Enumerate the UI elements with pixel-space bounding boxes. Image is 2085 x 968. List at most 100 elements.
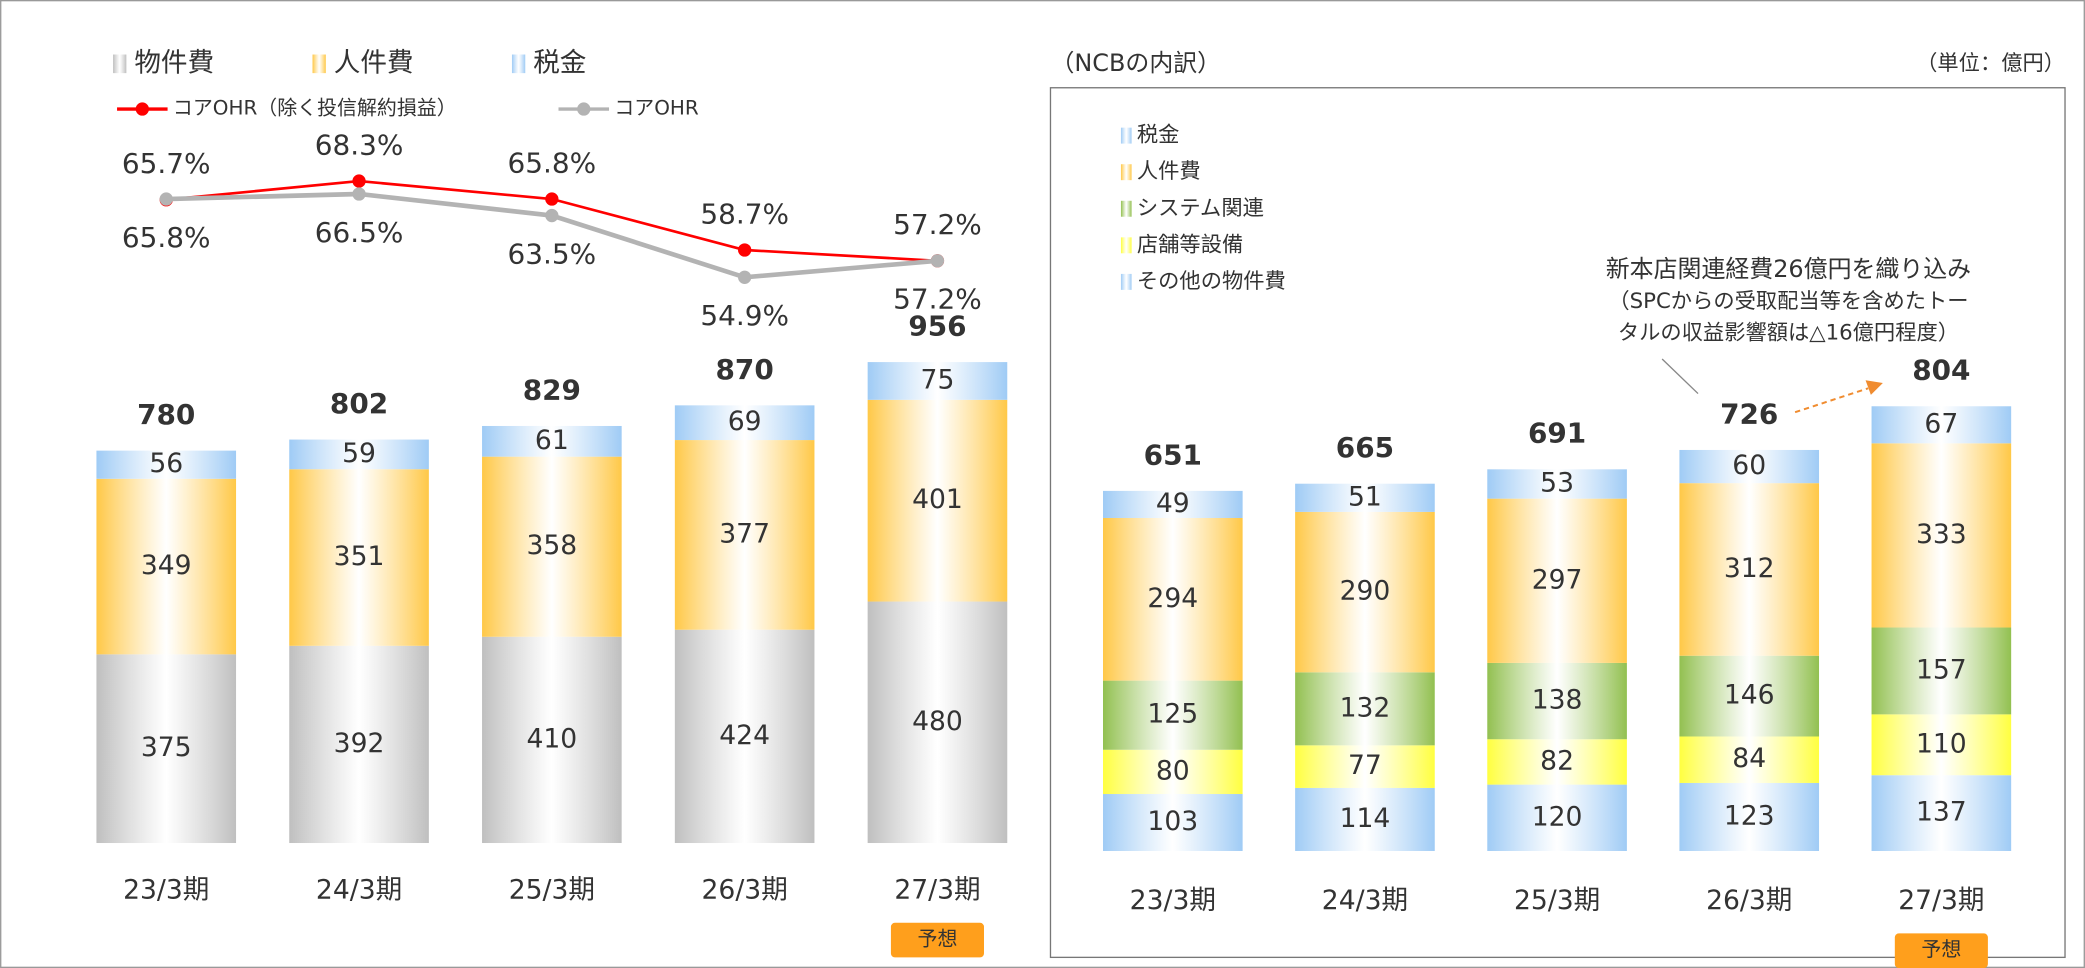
bar-segment — [674, 629, 815, 844]
x-tick-label: 24/3期 — [1322, 885, 1408, 916]
bar-segment — [674, 405, 815, 441]
segment-label: 401 — [912, 484, 963, 515]
bar-segment — [1103, 794, 1243, 851]
bar-segment — [289, 645, 429, 844]
line-value-label: 65.8% — [122, 221, 211, 254]
annotation-leader — [1661, 358, 1699, 395]
segment-label: 157 — [1916, 654, 1967, 685]
legend-swatch — [312, 54, 326, 74]
segment-label: 110 — [1916, 728, 1967, 759]
bar-segment — [1679, 483, 1820, 656]
segment-label: 137 — [1916, 797, 1967, 828]
unit-label: （単位：億円） — [1916, 51, 2065, 76]
x-tick-label: 27/3期 — [894, 874, 980, 905]
legend-swatch — [1120, 164, 1132, 181]
arrow-head — [1865, 380, 1883, 395]
bar-segment — [674, 440, 815, 630]
bar-segment — [482, 636, 622, 844]
bar-segment — [1487, 498, 1627, 663]
total-label: 956 — [908, 310, 966, 343]
bar-segment — [1295, 787, 1435, 851]
segment-label: 82 — [1540, 745, 1574, 776]
total-label: 651 — [1144, 438, 1202, 471]
segment-label: 132 — [1340, 692, 1391, 723]
segment-label: 53 — [1540, 467, 1574, 498]
bar-segment — [867, 399, 1008, 602]
x-tick-label: 26/3期 — [1706, 885, 1792, 916]
bar-segment — [1679, 782, 1820, 851]
segment-label: 59 — [342, 438, 376, 469]
line-value-label: 63.5% — [508, 237, 597, 270]
line-point — [545, 192, 559, 206]
segment-label: 377 — [719, 518, 770, 549]
bar-segment — [1295, 483, 1435, 512]
legend-label: 物件費 — [134, 47, 214, 78]
segment-label: 84 — [1732, 743, 1766, 774]
bar-segment — [1871, 627, 2012, 715]
legend-label: 人件費 — [1137, 159, 1201, 184]
total-label: 829 — [523, 373, 581, 406]
line-value-label: 65.8% — [508, 146, 597, 179]
segment-label: 312 — [1724, 553, 1775, 584]
line-point — [930, 254, 945, 268]
segment-label: 60 — [1732, 450, 1766, 481]
bar-segment — [482, 425, 622, 457]
bar-segment — [1487, 739, 1627, 785]
x-tick-label: 23/3期 — [123, 874, 209, 905]
legend-swatch — [511, 54, 526, 74]
segment-label: 67 — [1924, 408, 1958, 439]
bar-segment — [1295, 672, 1435, 746]
bar-segment — [867, 362, 1008, 400]
bar-segment — [1103, 749, 1243, 795]
line-value-label: 66.5% — [315, 216, 404, 249]
segment-label: 351 — [334, 541, 385, 572]
segment-label: 480 — [912, 706, 963, 737]
total-label: 870 — [716, 353, 774, 386]
segment-label: 349 — [141, 550, 192, 581]
bar-segment — [96, 654, 237, 844]
legend-marker — [577, 102, 591, 116]
segment-label: 114 — [1340, 803, 1391, 834]
x-tick-label: 27/3期 — [1898, 885, 1984, 916]
legend-swatch — [1120, 273, 1132, 290]
segment-label: 138 — [1532, 685, 1583, 716]
segment-label: 61 — [535, 425, 569, 456]
line-value-label: 54.9% — [700, 299, 789, 332]
badge-label: 予想 — [1921, 937, 1961, 961]
line-value-label: 58.7% — [700, 197, 789, 230]
line-value-label: 57.2% — [893, 283, 982, 316]
total-label: 691 — [1528, 417, 1586, 450]
bar-segment — [1487, 784, 1627, 851]
bar-segment — [289, 469, 429, 646]
segment-label: 69 — [728, 406, 762, 437]
segment-label: 77 — [1348, 750, 1382, 781]
bar-segment — [1871, 775, 2012, 851]
legend-label: 人件費 — [334, 47, 414, 78]
x-tick-label: 26/3期 — [702, 874, 788, 905]
annotation: 新本店関連経費26億円を織り込み — [1606, 255, 1971, 283]
line-point — [738, 270, 752, 284]
segment-label: 410 — [526, 723, 577, 754]
x-tick-label: 24/3期 — [316, 874, 402, 905]
legend-marker — [135, 102, 149, 116]
bar-segment — [482, 456, 622, 637]
segment-label: 51 — [1348, 481, 1382, 512]
line-value-label: 65.7% — [122, 147, 211, 180]
legend-label: コアOHR — [614, 96, 699, 120]
legend-label: コアOHR（除く投信解約損益） — [173, 96, 457, 120]
line-point — [545, 208, 559, 223]
segment-label: 297 — [1532, 564, 1583, 595]
bar-segment — [96, 478, 237, 655]
line-point — [738, 243, 752, 257]
legend-label: システム関連 — [1137, 196, 1264, 221]
bar-segment — [1103, 517, 1243, 681]
bar-segment — [289, 439, 429, 470]
bar-segment — [1679, 449, 1820, 484]
bar-segment — [1871, 443, 2012, 628]
legend-swatch — [113, 54, 127, 74]
badge — [1894, 933, 1988, 968]
segment-label: 333 — [1916, 519, 1967, 550]
bar-segment — [1871, 714, 2012, 776]
